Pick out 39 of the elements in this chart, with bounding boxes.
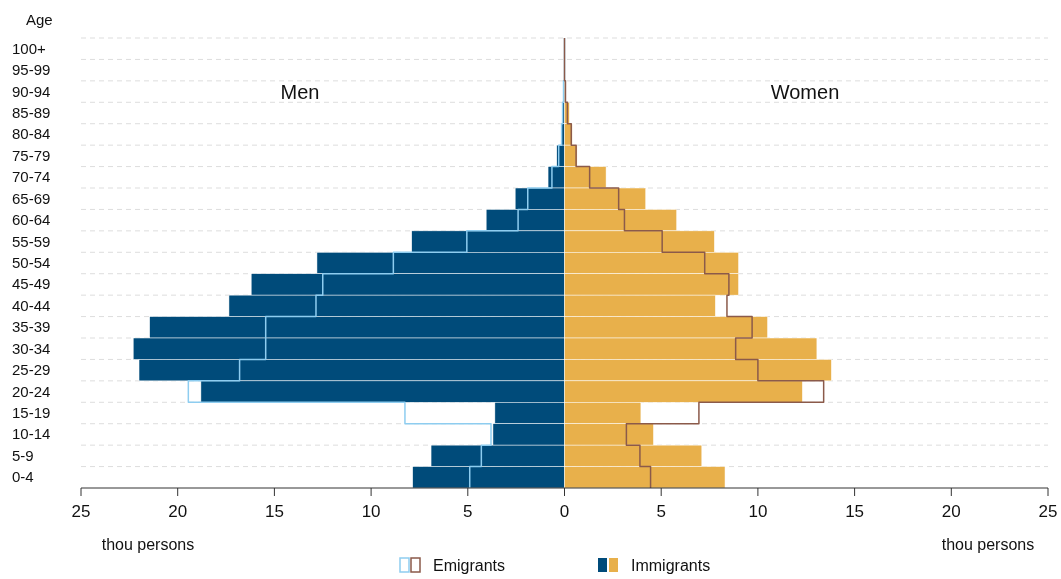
x-tick-label: 5 (656, 502, 666, 521)
y-tick-label: 70-74 (12, 168, 51, 186)
y-tick-label: 0-4 (12, 468, 34, 486)
y-tick-label: 5-9 (12, 446, 34, 464)
y-tick-label: 75-79 (12, 146, 51, 164)
x-tick-label: 25 (71, 502, 91, 521)
y-tick-label: 85-89 (12, 104, 51, 121)
y-tick-label: 35-39 (12, 318, 51, 336)
x-tick-label: 15 (845, 502, 865, 521)
y-tick-label: 10-14 (12, 425, 51, 443)
x-axis-title: thou persons (101, 536, 195, 553)
x-tick-label: 10 (361, 502, 381, 521)
y-tick-label: 30-34 (12, 339, 51, 357)
legend-label: Immigrants (631, 557, 711, 574)
x-tick-label: 0 (559, 502, 570, 521)
text: thou persons (941, 536, 1035, 553)
x-tick-label: 5 (463, 502, 473, 521)
y-tick-label: 90-94 (12, 82, 51, 100)
y-tick-label: 40-44 (12, 296, 51, 314)
y-tick-label: 15-19 (12, 404, 51, 421)
x-tick-label: 15 (264, 502, 284, 521)
y-tick-label: 55-59 (12, 232, 51, 250)
y-tick-label: 95-99 (12, 61, 51, 79)
x-tick-label: 10 (748, 502, 768, 521)
x-tick-label: 20 (168, 502, 188, 521)
x-tick-label: 20 (941, 502, 961, 521)
y-tick-label: 50-54 (12, 254, 51, 271)
y-axis-title: Age (26, 11, 53, 28)
y-tick-label: 100+ (12, 39, 47, 57)
x-tick-label: 25 (1038, 502, 1058, 521)
legend-label: Emigrants (433, 557, 506, 574)
y-tick-label: 25-29 (12, 361, 51, 379)
annotation: Men (280, 80, 320, 103)
y-tick-label: 65-69 (12, 189, 51, 207)
y-tick-label: 45-49 (12, 275, 51, 293)
y-tick-label: 20-24 (12, 382, 51, 400)
y-tick-label: 80-84 (12, 125, 51, 143)
y-tick-label: 60-64 (12, 211, 51, 229)
annotation: Women (770, 80, 840, 103)
